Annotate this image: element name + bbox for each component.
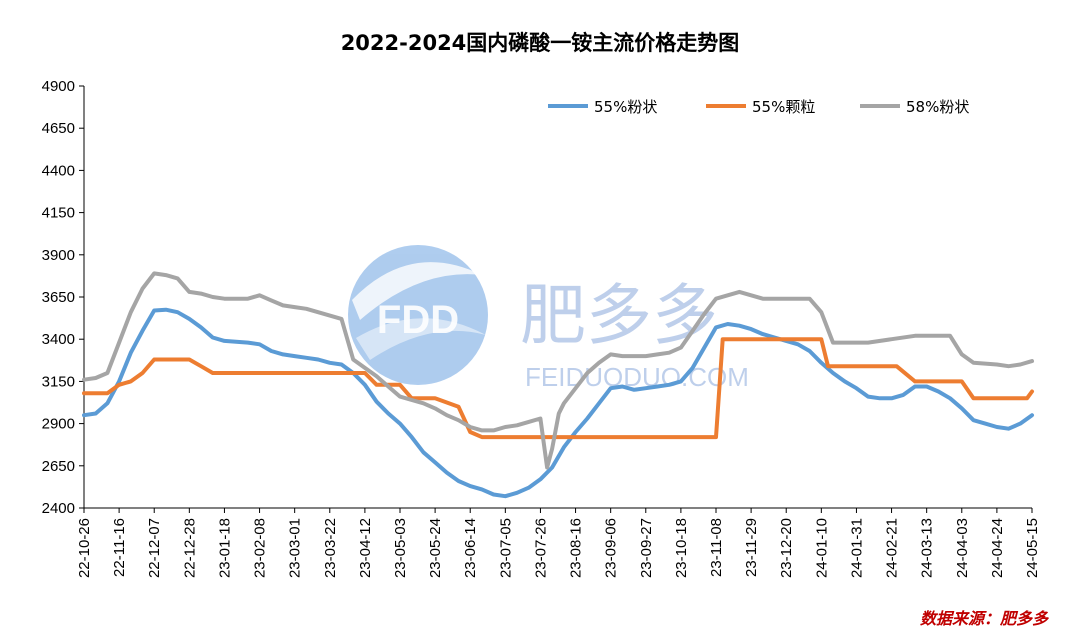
x-tick-label: 24-04-24 (989, 518, 1006, 578)
y-tick-label: 3650 (42, 289, 75, 306)
x-tick-label: 24-01-31 (848, 518, 865, 578)
y-tick-label: 2400 (42, 500, 75, 517)
y-tick-label: 4900 (42, 78, 75, 95)
x-tick-label: 23-02-08 (252, 518, 269, 578)
x-tick-label: 22-12-07 (146, 518, 163, 578)
x-tick-label: 23-03-22 (322, 518, 339, 578)
x-tick-label: 23-11-29 (743, 518, 760, 577)
x-tick-label: 23-07-26 (532, 518, 549, 578)
y-tick-label: 3150 (42, 373, 75, 390)
y-tick-label: 4650 (42, 120, 75, 137)
y-tick-label: 4150 (42, 205, 75, 222)
x-tick-label: 23-03-01 (287, 518, 304, 578)
x-tick-label: 23-05-03 (392, 518, 409, 578)
y-tick-label: 3900 (42, 247, 75, 264)
series-line-1 (82, 337, 1034, 440)
watermark-url: FEIDUODUO.COM (525, 362, 749, 392)
x-tick-label: 22-12-28 (181, 518, 198, 578)
x-tick-label: 24-02-21 (884, 518, 901, 578)
legend-label: 55%颗粒 (752, 98, 815, 116)
x-tick-label: 23-06-14 (462, 518, 479, 578)
x-tick-label: 23-04-12 (357, 518, 374, 578)
y-tick-label: 2900 (42, 416, 75, 433)
x-tick-label: 24-04-03 (954, 518, 971, 578)
x-tick-label: 23-08-16 (568, 518, 585, 578)
series-line-0 (82, 307, 1034, 499)
watermark-logo-icon (348, 245, 488, 385)
x-tick-label: 23-01-18 (216, 518, 233, 578)
x-tick-label: 22-10-26 (76, 518, 93, 578)
legend: 55%粉状 55%颗粒 58%粉状 (548, 98, 969, 116)
y-tick-label: 2650 (42, 458, 75, 475)
x-tick-label: 23-07-05 (497, 518, 514, 578)
x-tick-label: 23-12-20 (778, 518, 795, 578)
legend-item-2: 58%粉状 (860, 98, 969, 116)
x-axis: 22-10-26 22-11-16 22-12-07 22-12-28 23-01-18… (76, 507, 1041, 578)
legend-label: 58%粉状 (906, 98, 969, 116)
x-tick-label: 22-11-16 (111, 518, 128, 577)
y-axis: 2400 2650 2900 3150 3400 3650 3900 4150 4400 4650… (42, 78, 85, 517)
x-tick-label: 24-05-15 (1024, 518, 1041, 578)
x-tick-label: 23-11-08 (708, 518, 725, 577)
legend-item-0: 55%粉状 (548, 98, 657, 116)
x-tick-label: 24-01-10 (813, 518, 830, 578)
watermark-logo-text: FDD (377, 298, 459, 342)
legend-item-1: 55%颗粒 (706, 98, 815, 116)
x-tick-label: 24-03-13 (919, 518, 936, 578)
plot-lines (82, 271, 1034, 499)
x-tick-label: 23-05-24 (427, 518, 444, 578)
y-tick-label: 4400 (42, 162, 75, 179)
x-tick-label: 23-10-18 (673, 518, 690, 578)
series-line-2 (82, 271, 1034, 470)
watermark-brand: 肥多多 (520, 277, 718, 354)
x-tick-label: 23-09-06 (603, 518, 620, 578)
chart-title: 2022-2024国内磷酸一铵主流价格走势图 (341, 31, 740, 55)
legend-label: 55%粉状 (594, 98, 657, 116)
x-tick-label: 23-09-27 (638, 518, 655, 578)
y-tick-label: 3400 (42, 331, 75, 348)
source-label: 数据来源：肥多多 (920, 609, 1050, 628)
